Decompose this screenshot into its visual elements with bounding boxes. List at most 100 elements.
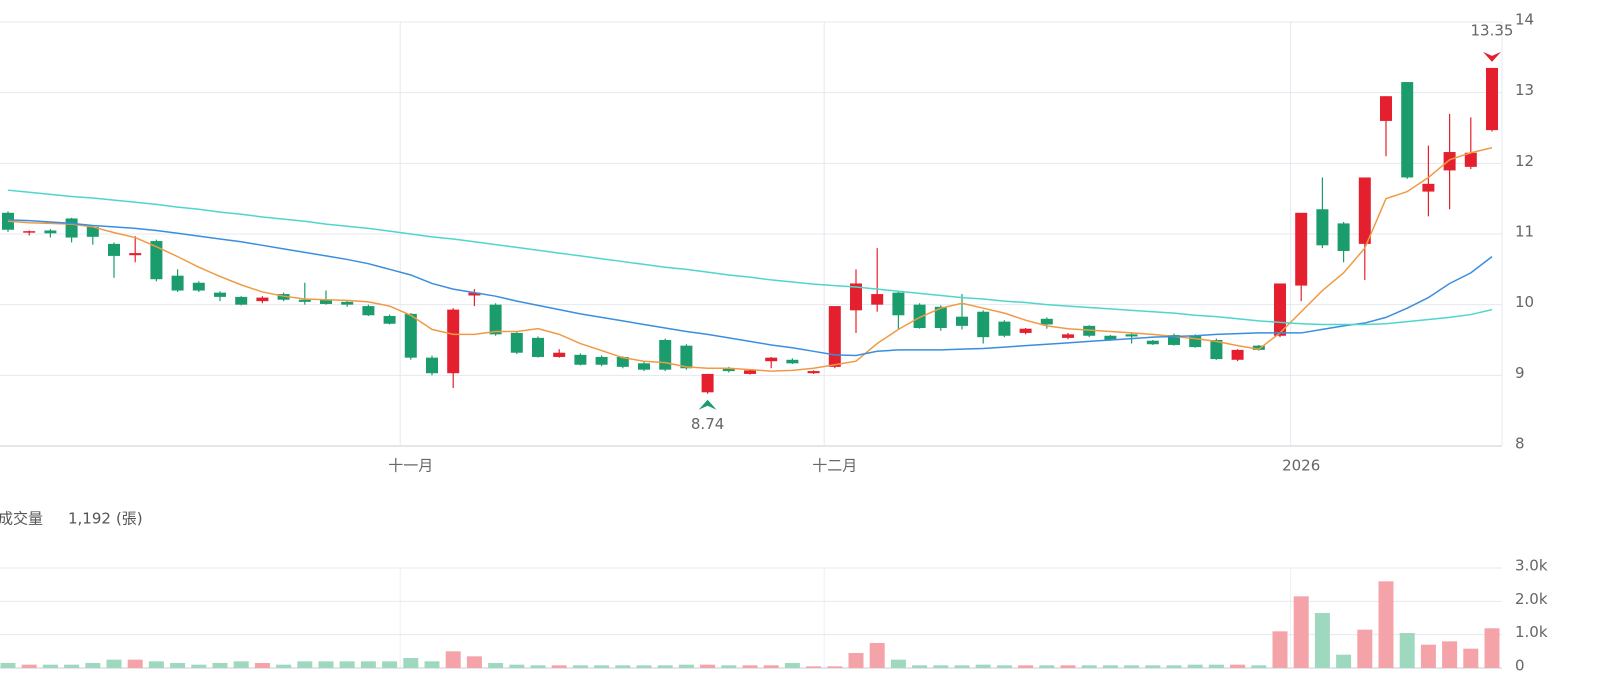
candle-body (108, 243, 120, 256)
volume-bar (1293, 596, 1309, 668)
volume-bar (1251, 665, 1267, 668)
volume-bar (806, 666, 822, 668)
volume-bar (1060, 665, 1076, 668)
volume-bar (1272, 631, 1288, 668)
volume-bar (1124, 665, 1140, 668)
candle-body (1443, 152, 1456, 171)
volume-bar (700, 664, 716, 668)
volume-bar (1102, 665, 1118, 668)
min-marker-label: 8.74 (691, 415, 724, 433)
volume-bar (1314, 613, 1330, 668)
candle-body (701, 373, 714, 393)
volume-bar (1166, 665, 1182, 668)
volume-bar (170, 663, 186, 668)
volume-bar (742, 665, 758, 668)
candle-body (1062, 334, 1074, 338)
volume-bar (127, 659, 143, 668)
candle-body (1252, 345, 1265, 350)
candle-body (765, 357, 778, 362)
y-tick-label: 1.0k (1515, 623, 1548, 641)
volume-bar (890, 659, 906, 668)
volume-bar (1187, 664, 1203, 668)
candle-body (510, 332, 523, 353)
volume-bar (21, 664, 37, 668)
volume-bar (382, 661, 398, 668)
candle-body (65, 218, 78, 238)
x-tick-label: 十二月 (812, 457, 857, 475)
volume-bar (276, 664, 292, 668)
candle-body (786, 359, 799, 364)
volume-bar (678, 664, 694, 668)
volume-bar (403, 658, 419, 668)
candle-body (956, 316, 968, 326)
volume-bar (1208, 664, 1224, 668)
volume-bar (233, 661, 249, 668)
x-tick-label: 十一月 (388, 457, 433, 475)
volume-bar (1399, 633, 1415, 668)
candle-body (86, 226, 99, 237)
volume-unit: (張) (116, 510, 143, 528)
candle-body (383, 315, 396, 324)
volume-bar (572, 665, 588, 668)
candle-body (1210, 340, 1223, 360)
volume-bar (551, 665, 567, 668)
candle-body (468, 292, 481, 296)
candle-body (1486, 67, 1498, 131)
volume-bar (42, 664, 58, 668)
candle-body (1104, 335, 1117, 340)
volume-bar (85, 663, 101, 668)
volume-bar (297, 661, 313, 668)
x-tick-label: 2026 (1282, 457, 1320, 475)
y-tick-label: 13 (1515, 81, 1534, 99)
candle-body (934, 306, 947, 328)
candle-body (616, 356, 629, 367)
volume-bar (466, 656, 482, 668)
candle-body (1231, 349, 1244, 360)
volume-bar (1484, 628, 1500, 668)
candle-body (850, 283, 862, 311)
volume-bar (954, 665, 970, 668)
moving-average-line (7, 219, 1493, 357)
volume-bar (1336, 654, 1352, 668)
candle-body (426, 357, 438, 374)
candle-body (659, 340, 672, 370)
candle-body (574, 354, 587, 365)
candle-body (892, 292, 905, 316)
candle-body (1422, 183, 1435, 192)
candle-body (998, 321, 1011, 336)
candle-body (192, 282, 205, 291)
volume-bar (64, 664, 80, 668)
moving-average-line (7, 189, 1493, 326)
y-tick-label: 2.0k (1515, 590, 1548, 608)
volume-bar (1420, 644, 1436, 668)
volume-bar (1230, 664, 1246, 668)
candle-body (298, 299, 311, 302)
candle-body (489, 304, 502, 335)
candle-body (638, 363, 650, 370)
y-tick-label: 8 (1515, 435, 1525, 453)
candle-body (341, 301, 354, 305)
candle-body (977, 311, 990, 338)
y-tick-label: 9 (1515, 364, 1525, 382)
volume-bar (827, 666, 843, 668)
candle-body (1464, 152, 1477, 167)
volume-bar (1442, 641, 1458, 668)
volume-bar (1018, 665, 1034, 668)
y-tick-label: 3.0k (1515, 557, 1548, 575)
max-marker-label: 13.35 (1471, 21, 1514, 39)
candle-body (871, 294, 884, 305)
volume-bar (933, 665, 949, 668)
volume-bar (106, 659, 122, 668)
candle-body (150, 241, 163, 280)
candle-body (722, 368, 735, 372)
volume-bar (657, 665, 673, 668)
volume-bar (360, 661, 376, 668)
candle-body (680, 345, 693, 369)
candle-body (1316, 209, 1329, 246)
volume-bar (0, 663, 16, 668)
volume-bar (975, 664, 991, 668)
moving-average-line (7, 147, 1493, 372)
volume-bar (254, 663, 270, 668)
candle-body (2, 212, 14, 230)
